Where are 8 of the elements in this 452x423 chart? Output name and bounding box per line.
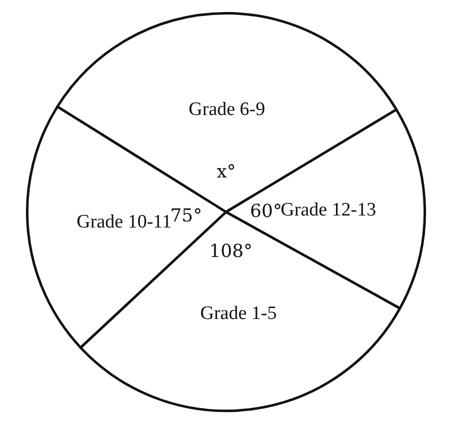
data-label: 108°: [209, 241, 253, 262]
data-label: 60°: [250, 200, 282, 222]
slice-label: Grade 6-9: [188, 99, 266, 120]
slice-label: Grade 1-5: [200, 303, 277, 324]
data-label: x°: [216, 162, 236, 182]
data-label: 75°: [170, 205, 202, 226]
slice-label: Grade 12-13: [280, 200, 376, 221]
slice-label: Grade 10-11: [76, 211, 172, 232]
